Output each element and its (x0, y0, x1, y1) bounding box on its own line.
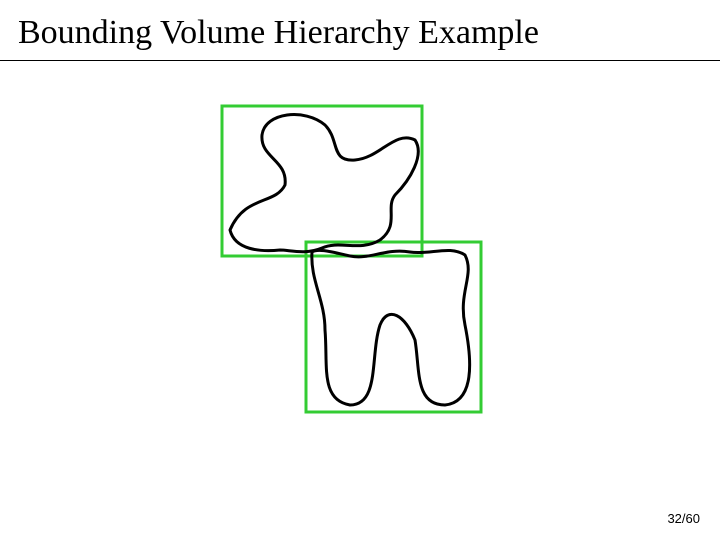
page-title: Bounding Volume Hierarchy Example (18, 14, 539, 52)
bounding-box-0 (222, 106, 422, 256)
bounding-box-1 (306, 242, 481, 412)
bvh-figure (210, 100, 510, 425)
bvh-shape-1 (312, 250, 470, 405)
bvh-svg (210, 100, 510, 420)
page-number: 32/60 (667, 511, 700, 526)
bvh-shape-0 (230, 115, 418, 252)
title-divider (0, 60, 720, 61)
